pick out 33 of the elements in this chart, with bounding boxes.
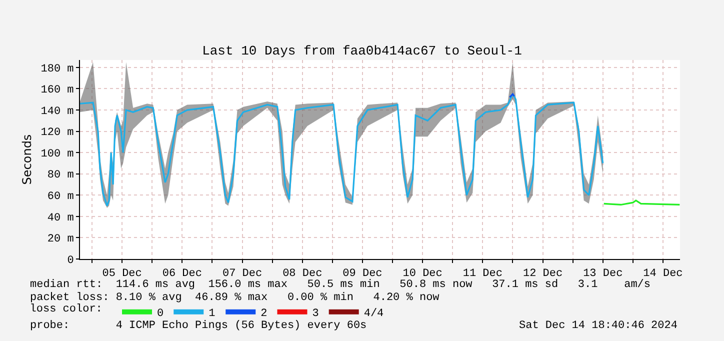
y-tick-label: 80 m [47, 170, 74, 182]
y-tick-label: 100 m [40, 148, 74, 160]
x-tick-label: 11 Dec [462, 268, 502, 280]
x-tick-label: 14 Dec [643, 268, 683, 280]
y-tick-label: 60 m [47, 191, 74, 203]
text: median rtt: 114.6 ms avg 156.0 ms max 50.5 ms min 50.8 ms now 37.1 ms sd 3.1 am/s [30, 279, 651, 291]
legend-label: 3 [312, 308, 319, 320]
y-tick-label: 120 m [40, 127, 74, 140]
chart-title: Last 10 Days from faa0b414ac67 to Seoul-1 [202, 44, 522, 59]
line-series [80, 93, 604, 207]
x-tick-label: 10 Dec [402, 268, 442, 280]
x-tick-label: 13 Dec [583, 268, 623, 280]
legend-label: 1 [208, 308, 216, 320]
y-tick-label: 160 m [40, 84, 74, 97]
y-tick-label: 180 m [40, 63, 74, 76]
x-tick-label: 06 Dec [162, 268, 202, 280]
text: packet loss: 8.10 % avg 46.89 % max 0.00 % min 4.20 % now [30, 292, 440, 304]
text: probe: 4 ICMP Echo Pings (56 Bytes) every 60s [30, 320, 367, 332]
legend-title: loss color: [30, 304, 110, 316]
x-tick-label: 09 Dec [342, 268, 382, 280]
y-tick-label: 20 m [47, 234, 74, 246]
y-tick-label: 40 m [47, 212, 74, 224]
x-tick-label: 05 Dec [102, 268, 142, 280]
legend-label: 0 [157, 308, 164, 320]
x-tick-label: 07 Dec [222, 268, 262, 280]
text: Sat Dec 14 18:40:46 2024 [519, 320, 678, 332]
x-tick-label: 12 Dec [522, 268, 563, 280]
y-tick-label: 0 [67, 254, 74, 267]
legend-label: 4/4 [364, 308, 384, 320]
legend-label: 2 [260, 308, 268, 320]
x-tick-label: 08 Dec [282, 268, 322, 280]
y-tick-label: 140 m [40, 106, 74, 118]
y-axis-title: Seconds [20, 134, 34, 185]
